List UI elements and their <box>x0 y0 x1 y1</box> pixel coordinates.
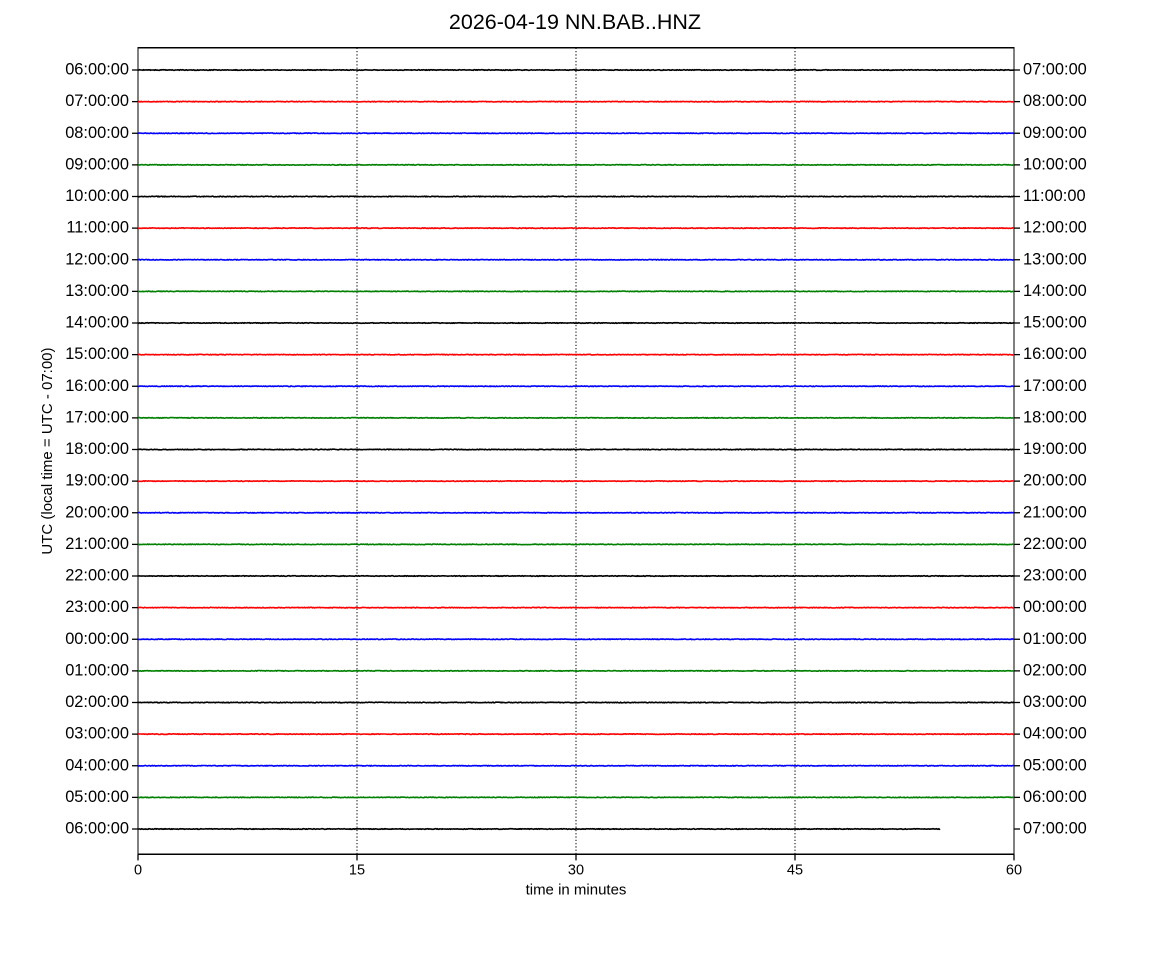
svg-text:15:00:00: 15:00:00 <box>65 345 129 363</box>
svg-text:10:00:00: 10:00:00 <box>1023 155 1087 173</box>
svg-text:12:00:00: 12:00:00 <box>65 250 129 268</box>
svg-text:15: 15 <box>349 862 365 878</box>
svg-text:09:00:00: 09:00:00 <box>1023 124 1087 142</box>
svg-text:01:00:00: 01:00:00 <box>65 661 129 679</box>
svg-text:12:00:00: 12:00:00 <box>1023 219 1087 237</box>
svg-text:30: 30 <box>568 862 584 878</box>
svg-text:01:00:00: 01:00:00 <box>1023 630 1087 648</box>
svg-text:0: 0 <box>134 862 142 878</box>
svg-text:07:00:00: 07:00:00 <box>1023 61 1087 79</box>
svg-text:03:00:00: 03:00:00 <box>65 725 129 743</box>
svg-text:19:00:00: 19:00:00 <box>1023 440 1087 458</box>
svg-text:18:00:00: 18:00:00 <box>1023 408 1087 426</box>
svg-text:UTC (local time = UTC - 07:00): UTC (local time = UTC - 07:00) <box>39 347 56 554</box>
svg-text:09:00:00: 09:00:00 <box>65 155 129 173</box>
svg-text:19:00:00: 19:00:00 <box>65 472 129 490</box>
svg-text:22:00:00: 22:00:00 <box>1023 535 1087 553</box>
svg-text:23:00:00: 23:00:00 <box>1023 567 1087 585</box>
svg-text:02:00:00: 02:00:00 <box>65 693 129 711</box>
svg-text:45: 45 <box>787 862 803 878</box>
svg-text:18:00:00: 18:00:00 <box>65 440 129 458</box>
svg-text:60: 60 <box>1006 862 1022 878</box>
svg-text:22:00:00: 22:00:00 <box>65 567 129 585</box>
svg-text:2026-04-19 NN.BAB..HNZ: 2026-04-19 NN.BAB..HNZ <box>449 10 701 34</box>
svg-text:06:00:00: 06:00:00 <box>65 820 129 838</box>
svg-text:06:00:00: 06:00:00 <box>65 61 129 79</box>
svg-text:13:00:00: 13:00:00 <box>1023 250 1087 268</box>
svg-text:08:00:00: 08:00:00 <box>1023 92 1087 110</box>
svg-text:21:00:00: 21:00:00 <box>65 535 129 553</box>
svg-text:14:00:00: 14:00:00 <box>65 314 129 332</box>
svg-text:13:00:00: 13:00:00 <box>65 282 129 300</box>
svg-text:20:00:00: 20:00:00 <box>65 503 129 521</box>
svg-text:00:00:00: 00:00:00 <box>1023 598 1087 616</box>
svg-text:20:00:00: 20:00:00 <box>1023 472 1087 490</box>
svg-text:11:00:00: 11:00:00 <box>1023 187 1086 205</box>
svg-text:time in minutes: time in minutes <box>526 881 627 898</box>
svg-text:10:00:00: 10:00:00 <box>65 187 129 205</box>
svg-text:11:00:00: 11:00:00 <box>66 219 129 237</box>
svg-text:04:00:00: 04:00:00 <box>65 756 129 774</box>
svg-text:02:00:00: 02:00:00 <box>1023 661 1087 679</box>
svg-text:15:00:00: 15:00:00 <box>1023 314 1087 332</box>
svg-text:17:00:00: 17:00:00 <box>65 408 129 426</box>
svg-text:14:00:00: 14:00:00 <box>1023 282 1087 300</box>
svg-text:21:00:00: 21:00:00 <box>1023 503 1087 521</box>
svg-text:16:00:00: 16:00:00 <box>65 377 129 395</box>
svg-text:07:00:00: 07:00:00 <box>65 92 129 110</box>
svg-text:23:00:00: 23:00:00 <box>65 598 129 616</box>
svg-text:00:00:00: 00:00:00 <box>65 630 129 648</box>
svg-text:08:00:00: 08:00:00 <box>65 124 129 142</box>
svg-text:05:00:00: 05:00:00 <box>65 788 129 806</box>
svg-text:07:00:00: 07:00:00 <box>1023 820 1087 838</box>
svg-text:03:00:00: 03:00:00 <box>1023 693 1087 711</box>
svg-text:04:00:00: 04:00:00 <box>1023 725 1087 743</box>
svg-text:17:00:00: 17:00:00 <box>1023 377 1087 395</box>
svg-text:06:00:00: 06:00:00 <box>1023 788 1087 806</box>
svg-text:05:00:00: 05:00:00 <box>1023 756 1087 774</box>
svg-text:16:00:00: 16:00:00 <box>1023 345 1087 363</box>
